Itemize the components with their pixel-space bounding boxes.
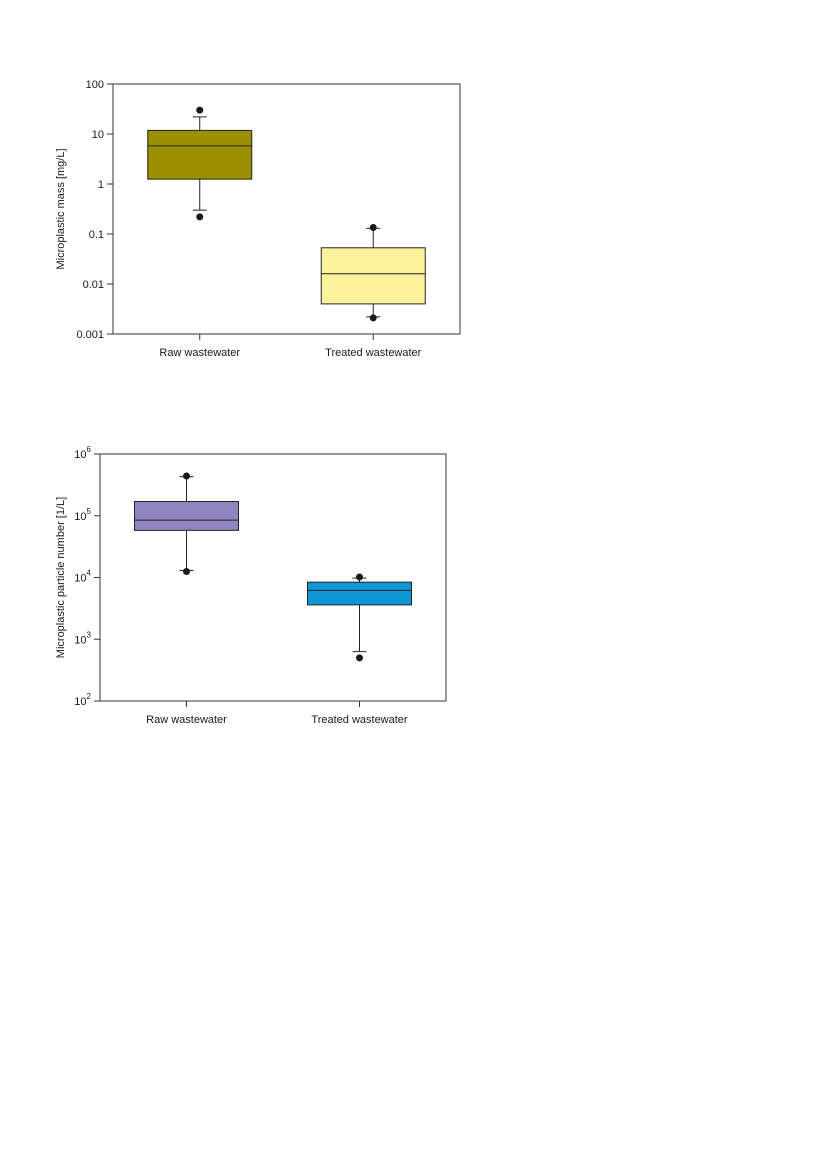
- chart1-y-tick-label: 1: [98, 179, 104, 191]
- chart2-y-axis-label: Microplastic particle number [1/L]: [55, 497, 67, 658]
- chart2-outlier-point: [356, 573, 363, 581]
- chart2-y-tick-exponent: 5: [87, 507, 92, 516]
- chart2-y-tick-exponent: 6: [87, 445, 92, 454]
- chart2-y-tick-exponent: 2: [87, 692, 92, 701]
- chart2-y-tick-base: 10: [74, 634, 86, 646]
- chart2-y-tick-base: 10: [74, 696, 86, 708]
- chart2-y-tick-exponent: 4: [87, 569, 92, 578]
- chart2-y-tick-label: 106: [74, 445, 91, 461]
- chart1-outlier-point: [196, 106, 204, 114]
- chart1-x-tick-label: Treated wastewater: [325, 347, 422, 359]
- chart1-plot-frame: [112, 83, 461, 335]
- chart2-outlier-point: [183, 472, 190, 480]
- chart2-outlier-point: [356, 654, 363, 662]
- chart1-y-tick-label: 10: [92, 129, 104, 141]
- chart1-x-tick-label: Raw wastewater: [159, 347, 240, 359]
- chart2-x-tick-label: Treated wastewater: [311, 714, 408, 726]
- chart1-y-tick-label: 0.01: [83, 279, 104, 291]
- chart2-plot-frame: [99, 453, 447, 702]
- chart1-y-axis-label: Microplastic mass [mg/L]: [55, 148, 67, 269]
- chart2-y-tick-base: 10: [74, 511, 86, 523]
- chart2-y-tick-label: 102: [74, 692, 91, 708]
- chart2-box-1: [134, 501, 239, 531]
- chart2-y-tick-exponent: 3: [87, 630, 92, 639]
- chart1-y-tick-label: 100: [86, 79, 104, 91]
- chart1-box-2: [320, 247, 426, 305]
- chart2-box-2: [307, 581, 412, 606]
- chart1-outlier-point: [369, 223, 377, 231]
- chart2-y-tick-base: 10: [74, 449, 86, 461]
- chart2-x-tick-label: Raw wastewater: [146, 714, 227, 726]
- chart1-box-1: [147, 129, 253, 180]
- chart2-y-tick-label: 105: [74, 507, 91, 523]
- chart1-y-tick-label: 0.001: [76, 329, 104, 341]
- chart2-y-tick-label: 103: [74, 630, 91, 646]
- chart2-y-tick-label: 104: [74, 569, 91, 585]
- chart-microplastic-mass: 0.001 0.01 0.1 1 10 100 Microplastic mass [mg/…: [55, 79, 461, 359]
- chart2-outlier-point: [183, 568, 190, 576]
- chart1-outlier-point: [369, 314, 377, 322]
- chart1-y-tick-label: 0.1: [89, 229, 104, 241]
- chart1-outlier-point: [196, 213, 204, 221]
- chart2-y-tick-base: 10: [74, 573, 86, 585]
